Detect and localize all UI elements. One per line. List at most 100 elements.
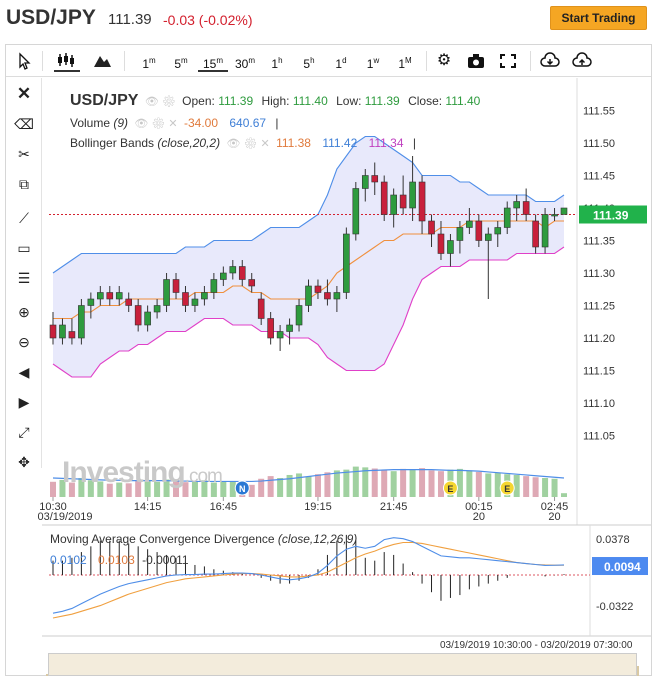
timeframe-1M[interactable]: 1M — [398, 56, 412, 71]
timeframe-30m[interactable]: 30m — [234, 56, 256, 71]
bb-lower-value: 111.34 — [368, 136, 404, 150]
candle — [475, 214, 483, 247]
close-icon[interactable]: ✕ — [16, 84, 32, 103]
candle-body — [201, 292, 208, 300]
timeframe-1h[interactable]: 1h — [271, 56, 283, 71]
price-tick-label: 111.35 — [583, 236, 615, 248]
timeframe-5h[interactable]: 5h — [303, 56, 315, 71]
volume-bar — [182, 482, 189, 497]
timeframe-1w[interactable]: 1w — [366, 56, 380, 71]
volume-bar — [437, 471, 444, 497]
bollinger-fill — [53, 136, 564, 377]
volume-bar — [144, 479, 151, 497]
navigator-scrollbar[interactable] — [48, 653, 637, 676]
candle — [49, 312, 57, 345]
investing-watermark: Investing.com — [62, 456, 223, 490]
time-tick-sublabel: 20 — [473, 511, 485, 523]
volume-bar — [542, 478, 549, 497]
candle-body — [513, 201, 520, 209]
candle — [503, 201, 511, 234]
zoom-in-icon[interactable]: ⊕ — [18, 304, 30, 320]
candle — [276, 325, 284, 351]
zoom-out-icon[interactable]: ⊖ — [18, 334, 30, 350]
legend-high-value: 111.40 — [292, 94, 328, 108]
volume-bar — [428, 470, 435, 497]
camera-icon[interactable] — [464, 50, 488, 72]
settings-gear-icon[interactable]: ⚙ — [436, 52, 452, 69]
candle-body — [210, 279, 218, 293]
candle — [409, 156, 416, 221]
clone-icon[interactable]: ⧉ — [19, 176, 29, 192]
fullscreen-icon[interactable] — [496, 50, 520, 72]
timeframe-5m[interactable]: 5m — [174, 56, 188, 71]
scroll-left-icon[interactable]: ◀ — [18, 364, 30, 380]
candle-body — [352, 188, 360, 235]
candle-series — [49, 156, 568, 351]
eraser-icon[interactable]: ⌫ — [14, 116, 34, 132]
candle — [456, 221, 464, 254]
volume-bar — [125, 483, 132, 497]
area-chart-icon[interactable] — [90, 50, 114, 72]
candle-body — [409, 181, 416, 209]
zoom-reset-icon[interactable]: ⤢ — [18, 424, 30, 440]
candle — [68, 318, 76, 345]
volume-params: (9) — [113, 116, 129, 130]
pan-icon[interactable]: ✥ — [18, 454, 30, 470]
timeframe-15m[interactable]: 15m — [198, 50, 228, 72]
time-tick-label: 21:45 — [380, 501, 408, 513]
candle — [97, 286, 104, 306]
candle — [229, 260, 237, 280]
candle — [153, 299, 161, 319]
candle-body — [115, 292, 123, 300]
bb-params: (close,20,2) — [157, 136, 221, 150]
fibonacci-icon[interactable]: ☰ — [17, 270, 31, 286]
candle — [343, 227, 350, 299]
volume-bar — [68, 482, 75, 497]
cursor-icon[interactable] — [14, 50, 34, 72]
event-marker-label: N — [239, 484, 246, 494]
legend-close-value: 111.40 — [445, 94, 481, 108]
candle — [238, 260, 246, 286]
main-legend: USD/JPY 👁 ⚙ Open: 111.39 High: 111.40 Lo… — [70, 92, 480, 110]
volume-bar — [419, 468, 426, 497]
volume-bar — [277, 478, 284, 497]
candle-body — [172, 279, 180, 293]
candle-body — [295, 305, 303, 326]
macd-value: 0.0102 — [50, 553, 87, 567]
timeframe-1d[interactable]: 1d — [335, 56, 347, 71]
volume-bar — [106, 483, 113, 497]
download-cloud-icon[interactable] — [538, 50, 562, 72]
start-trading-button[interactable]: Start Trading — [550, 6, 647, 30]
drawing-toolbar: ✕ ⌫ ✂ ⧉ ⟋ ▭ ☰ ⊕ ⊖ ◀ ▶ ⤢ ✥ — [6, 78, 42, 470]
last-price: 111.39 — [108, 11, 152, 28]
volume-bar — [50, 481, 56, 497]
upload-cloud-icon[interactable] — [570, 50, 594, 72]
candle — [484, 227, 492, 299]
delete-drawings-icon[interactable]: ✂ — [18, 146, 30, 162]
candle-body — [484, 233, 492, 241]
volume-bar — [258, 478, 265, 497]
candle — [390, 188, 397, 228]
macd-tick-label: -0.0322 — [596, 601, 633, 613]
trendline-icon[interactable]: ⟋ — [19, 210, 29, 226]
bb-mid-value: 111.38 — [276, 136, 311, 150]
volume-bar — [59, 479, 66, 497]
rectangle-icon[interactable]: ▭ — [17, 240, 31, 256]
candle-body — [144, 311, 151, 326]
chart-toolbar: 1m 5m 15m 30m 1h 5h 1d 1w 1M ⚙ — [6, 45, 651, 77]
time-tick-label: 16:45 — [210, 501, 238, 513]
scroll-right-icon[interactable]: ▶ — [18, 394, 30, 410]
volume-bar — [135, 481, 142, 497]
volume-value-2: 640.67 — [229, 116, 267, 130]
candle-body — [494, 227, 502, 235]
candle — [541, 208, 549, 254]
navigator-range-label: 03/19/2019 10:30:00 - 03/20/2019 07:30:0… — [440, 640, 633, 651]
timeframe-1m[interactable]: 1m — [142, 56, 156, 71]
volume-bar — [532, 477, 539, 497]
volume-bar — [163, 479, 170, 497]
time-tick-label: 00:15 — [465, 501, 493, 513]
time-tick-label: 10:30 — [39, 501, 67, 513]
candlestick-icon[interactable] — [54, 50, 80, 72]
